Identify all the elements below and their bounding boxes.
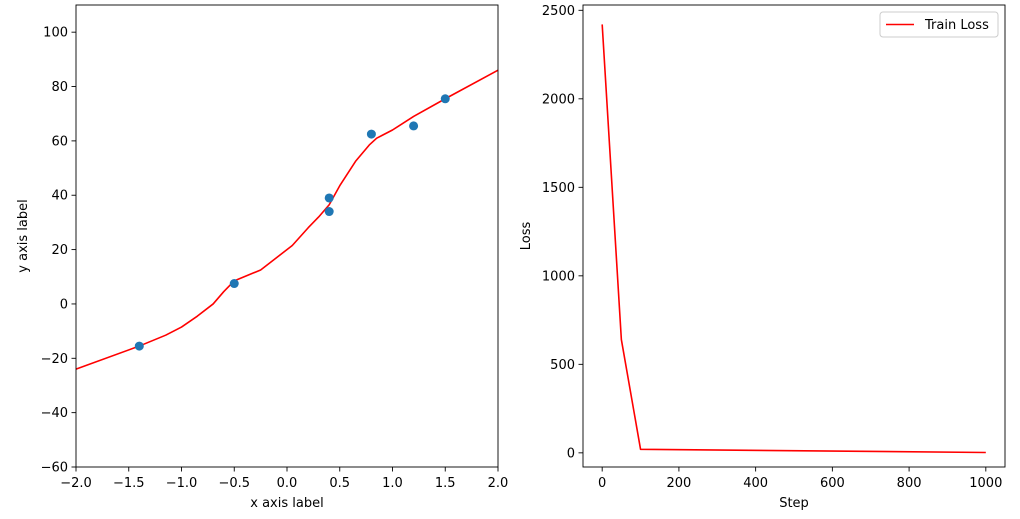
right-y-tick-label: 2000 (542, 92, 575, 107)
right-y-tick-label: 0 (567, 446, 575, 461)
right-x-tick-label: 600 (820, 476, 845, 491)
scatter-point (229, 279, 239, 289)
left-y-tick-label: 60 (51, 134, 68, 149)
right-x-tick-label: 200 (666, 476, 691, 491)
left-y-tick-label: −20 (41, 352, 68, 367)
right-x-tick-label: 400 (743, 476, 768, 491)
left-x-tick-label: 1.5 (435, 476, 456, 491)
scatter-point (134, 341, 144, 351)
fit-line (75, 69, 499, 370)
left-x-tick-label: 0.5 (329, 476, 350, 491)
train-loss-line (601, 24, 986, 454)
right-x-tick-label: 0 (598, 476, 606, 491)
left-y-tick-label: 100 (43, 26, 68, 41)
right-y-tick-label: 500 (550, 358, 575, 373)
left-x-tick-label: −1.5 (113, 476, 145, 491)
legend-label-train-loss: Train Loss (924, 18, 989, 33)
left-y-axis-label: y axis label (16, 199, 31, 272)
scatter-point (440, 94, 450, 104)
left-y-tick-label: 80 (51, 80, 68, 95)
left-x-tick-label: 2.0 (488, 476, 509, 491)
left-x-axis-label: x axis label (250, 496, 323, 511)
scatter-fit-subplot: −2.0 −1.5 −1.0 −0.5 0.0 0.5 1.0 1.5 2.0 −60 −40 −2… (16, 4, 509, 511)
left-y-tick-label: −40 (41, 406, 68, 421)
right-y-axis-label: Loss (519, 222, 534, 251)
right-x-axis-label: Step (779, 496, 809, 511)
scatter-point (324, 193, 334, 203)
right-x-tick-label: 1000 (969, 476, 1002, 491)
right-y-tick-label: 1000 (542, 269, 575, 284)
legend: Train Loss (879, 11, 999, 38)
legend-box (879, 11, 999, 38)
loss-subplot: 0 200 400 600 800 1000 0 500 1000 1500 2000 2500 S… (519, 4, 1006, 511)
left-y-tick-label: 40 (51, 189, 68, 204)
right-y-tick-label: 1500 (542, 181, 575, 196)
scatter-point (409, 121, 419, 131)
left-y-tick-label: 20 (51, 243, 68, 258)
left-x-tick-label: 1.0 (382, 476, 403, 491)
right-x-tick-label: 800 (897, 476, 922, 491)
left-x-tick-label: −1.0 (166, 476, 198, 491)
left-y-tick-label: 0 (60, 297, 68, 312)
left-x-tick-label: 0.0 (277, 476, 298, 491)
left-x-tick-label: −0.5 (218, 476, 250, 491)
scatter-point (366, 129, 376, 139)
left-x-tick-label: −2.0 (60, 476, 92, 491)
right-plot-frame (582, 4, 1006, 468)
scatter-point (324, 207, 334, 217)
right-y-tick-label: 2500 (542, 4, 575, 19)
left-y-tick-label: −60 (41, 461, 68, 476)
